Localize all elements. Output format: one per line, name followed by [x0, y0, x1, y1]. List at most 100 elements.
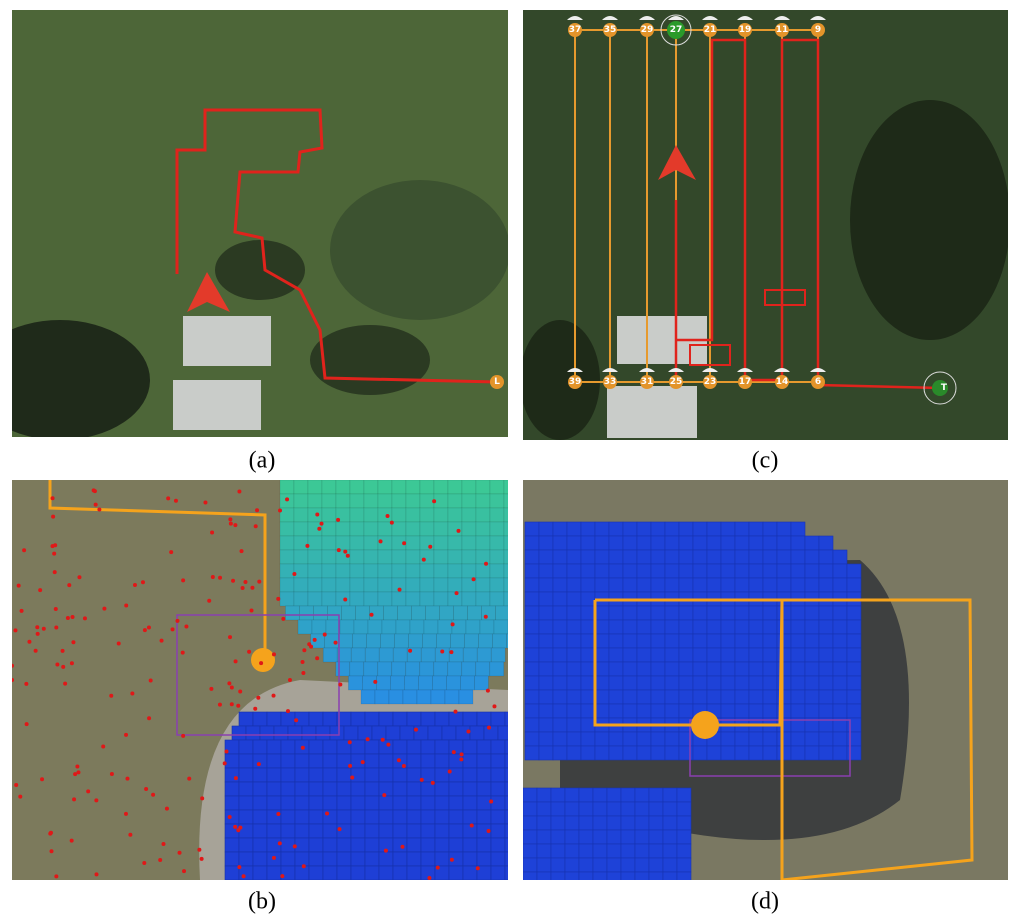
voxel	[435, 852, 449, 866]
point	[147, 716, 151, 720]
waypoint-label: 19	[739, 25, 752, 35]
voxel	[567, 536, 581, 550]
page: {"panels": [ {"caption": "(a)", "home_la…	[0, 0, 1020, 918]
voxel	[763, 564, 777, 578]
point	[174, 499, 178, 503]
point	[93, 489, 97, 493]
voxel	[623, 550, 637, 564]
voxel	[351, 824, 365, 838]
voxel	[735, 732, 749, 746]
voxel	[434, 578, 448, 592]
voxel	[607, 816, 621, 830]
voxel	[763, 662, 777, 676]
voxel	[763, 522, 777, 536]
voxel	[406, 480, 420, 494]
point	[257, 580, 261, 584]
voxel	[679, 564, 693, 578]
panel-d	[523, 480, 1008, 886]
voxel	[354, 620, 368, 634]
point	[125, 777, 129, 781]
voxel	[579, 858, 593, 872]
voxel	[553, 522, 567, 536]
voxel	[595, 732, 609, 746]
point	[281, 617, 285, 621]
voxel	[721, 746, 735, 760]
voxel	[420, 662, 434, 676]
voxel	[777, 578, 791, 592]
voxel	[504, 564, 518, 578]
point	[484, 562, 488, 566]
voxel	[378, 480, 392, 494]
voxel	[294, 550, 308, 564]
voxel	[567, 704, 581, 718]
point	[390, 521, 394, 525]
voxel	[267, 740, 281, 754]
voxel	[623, 536, 637, 550]
voxel	[693, 648, 707, 662]
voxel	[407, 740, 421, 754]
point	[228, 815, 232, 819]
voxel	[735, 662, 749, 676]
voxel	[463, 648, 477, 662]
voxel	[407, 810, 421, 824]
voxel	[505, 782, 519, 796]
waypoint-label: 27	[670, 25, 683, 35]
voxel	[607, 788, 621, 802]
voxel	[350, 550, 364, 564]
voxel	[847, 648, 861, 662]
point	[370, 613, 374, 617]
point	[402, 541, 406, 545]
voxel	[553, 550, 567, 564]
voxel	[665, 732, 679, 746]
voxel	[693, 620, 707, 634]
voxel	[595, 522, 609, 536]
voxel	[298, 620, 312, 634]
voxel	[693, 634, 707, 648]
voxel	[406, 536, 420, 550]
voxel	[847, 746, 861, 760]
point	[337, 548, 341, 552]
voxel	[239, 712, 253, 726]
voxel	[707, 550, 721, 564]
voxel	[350, 480, 364, 494]
voxel	[539, 634, 553, 648]
waypoint-label: 25	[670, 377, 683, 387]
voxel	[693, 690, 707, 704]
point	[343, 550, 347, 554]
voxel	[463, 712, 477, 726]
point	[254, 524, 258, 528]
voxel	[721, 536, 735, 550]
point	[293, 844, 297, 848]
point	[187, 777, 191, 781]
voxel	[763, 746, 777, 760]
voxel	[323, 838, 337, 852]
voxel	[393, 810, 407, 824]
voxel	[365, 754, 379, 768]
voxel	[707, 662, 721, 676]
voxel	[749, 578, 763, 592]
point	[236, 704, 240, 708]
voxel	[448, 522, 462, 536]
voxel	[463, 754, 477, 768]
voxel	[537, 872, 551, 886]
voxel	[477, 768, 491, 782]
voxel	[378, 662, 392, 676]
voxel	[735, 704, 749, 718]
voxel	[367, 634, 381, 648]
point	[10, 678, 14, 682]
voxel	[407, 866, 421, 880]
point	[63, 682, 67, 686]
voxel	[365, 768, 379, 782]
voxel	[322, 494, 336, 508]
waypoint-label: 39	[569, 377, 582, 387]
voxel	[505, 740, 519, 754]
point	[238, 689, 242, 693]
voxel	[649, 816, 663, 830]
voxel	[651, 606, 665, 620]
voxel	[579, 844, 593, 858]
voxel	[735, 550, 749, 564]
voxel	[551, 816, 565, 830]
voxel	[847, 676, 861, 690]
voxel	[459, 690, 473, 704]
voxel	[847, 620, 861, 634]
